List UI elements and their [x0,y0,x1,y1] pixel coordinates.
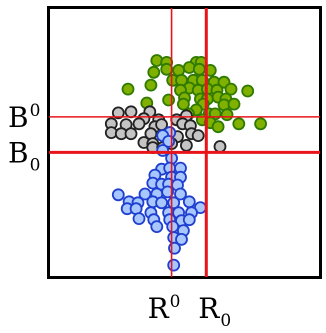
data-point-s2-p23 [155,196,169,210]
data-point-s2-p17 [161,185,175,199]
data-point-s0-p44 [254,117,268,131]
data-point-s2-p25 [182,195,196,209]
data-point-s1-p9 [132,117,146,131]
data-point-s2-p39 [166,220,180,234]
data-point-s1-p0 [111,106,125,120]
data-point-s0-p24 [241,84,255,98]
data-point-s2-p19 [111,188,125,202]
points-layer [104,54,268,272]
vertical-reference-label-0: R0 [148,292,181,325]
data-point-s0-p7 [182,61,196,74]
data-point-s0-p32 [176,97,190,111]
data-point-s1-p25 [179,138,193,152]
svg-text:R0: R0 [198,292,231,331]
svg-text:R0: R0 [148,292,181,325]
data-point-s1-p16 [124,127,138,141]
data-point-s0-p4 [147,65,161,79]
data-point-s0-p45 [211,120,225,134]
data-point-s2-p18 [174,187,187,201]
data-point-s2-p33 [132,212,146,226]
data-point-s0-p8 [192,62,206,76]
data-point-s2-p3 [156,144,170,157]
data-point-s1-p21 [191,129,205,143]
data-point-s0-p23 [224,82,238,96]
svg-text:B0: B0 [8,101,40,134]
data-point-s0-p5 [160,62,174,76]
data-point-s2-p42 [175,232,188,246]
data-point-s1-p28 [213,140,227,153]
svg-text:B0: B0 [8,136,40,175]
data-point-s0-p40 [220,108,234,122]
data-point-s0-p11 [144,78,158,92]
data-point-s0-p43 [232,117,246,131]
data-point-s0-p31 [162,93,176,107]
vertical-reference-label-1: R0 [198,292,231,331]
reference-lines [49,8,320,277]
data-point-s2-p43 [168,241,181,255]
data-point-s0-p10 [121,82,135,96]
data-point-s1-p1 [124,105,138,119]
data-point-s0-p35 [227,97,241,111]
data-point-s2-p38 [150,220,164,234]
data-point-s2-p44 [167,258,181,272]
data-point-s2-p37 [182,213,196,227]
horizontal-reference-label-0: B0 [8,101,40,134]
horizontal-reference-label-1: B0 [8,136,40,175]
